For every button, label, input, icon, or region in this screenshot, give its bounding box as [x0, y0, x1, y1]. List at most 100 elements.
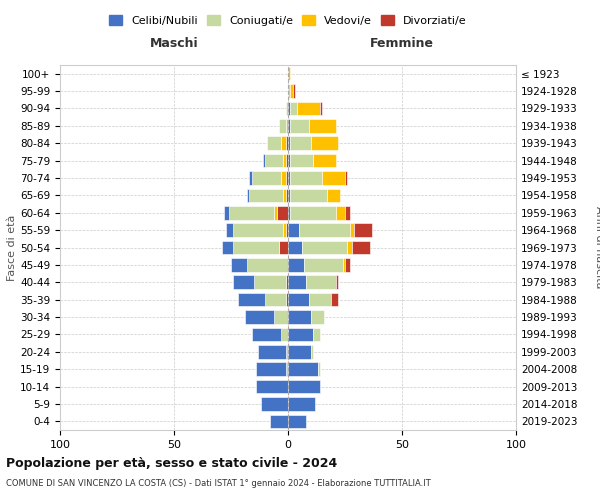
Bar [254, 276, 286, 289]
Bar [288, 119, 290, 132]
Bar [259, 345, 286, 358]
Bar [277, 206, 288, 220]
Bar [286, 345, 288, 358]
Bar [249, 171, 251, 185]
Bar [286, 136, 288, 150]
Bar [283, 154, 286, 168]
Bar [281, 171, 286, 185]
Bar [313, 328, 320, 341]
Bar [290, 84, 293, 98]
Bar [320, 102, 322, 115]
Bar [251, 171, 281, 185]
Bar [290, 136, 311, 150]
Bar [311, 136, 338, 150]
Bar [290, 102, 297, 115]
Bar [288, 397, 316, 410]
Y-axis label: Fasce di età: Fasce di età [7, 214, 17, 280]
Bar [286, 276, 288, 289]
Text: Femmine: Femmine [370, 38, 434, 51]
Text: Maschi: Maschi [149, 38, 199, 51]
Bar [281, 328, 288, 341]
Bar [224, 206, 229, 220]
Bar [286, 171, 288, 185]
Bar [288, 310, 311, 324]
Bar [283, 224, 286, 237]
Bar [297, 102, 320, 115]
Bar [345, 206, 350, 220]
Bar [313, 154, 336, 168]
Bar [222, 240, 233, 254]
Bar [286, 188, 288, 202]
Bar [286, 362, 288, 376]
Text: Popolazione per età, sesso e stato civile - 2024: Popolazione per età, sesso e stato civil… [6, 458, 337, 470]
Y-axis label: Anni di nascita: Anni di nascita [594, 206, 600, 289]
Bar [286, 119, 288, 132]
Bar [279, 119, 286, 132]
Bar [288, 380, 320, 394]
Bar [245, 310, 274, 324]
Bar [281, 136, 286, 150]
Bar [288, 188, 290, 202]
Bar [286, 293, 288, 306]
Bar [247, 188, 249, 202]
Bar [274, 206, 277, 220]
Bar [288, 102, 290, 115]
Bar [283, 188, 286, 202]
Bar [238, 293, 265, 306]
Bar [286, 154, 288, 168]
Bar [288, 414, 306, 428]
Bar [290, 171, 322, 185]
Bar [311, 310, 325, 324]
Bar [249, 188, 283, 202]
Bar [286, 224, 288, 237]
Bar [345, 171, 347, 185]
Bar [279, 240, 288, 254]
Bar [322, 171, 345, 185]
Bar [306, 276, 336, 289]
Bar [352, 240, 370, 254]
Bar [290, 188, 327, 202]
Bar [343, 258, 345, 272]
Bar [256, 380, 288, 394]
Bar [288, 206, 290, 220]
Bar [293, 84, 295, 98]
Bar [288, 276, 306, 289]
Bar [299, 224, 350, 237]
Bar [288, 154, 290, 168]
Bar [260, 397, 288, 410]
Bar [345, 258, 350, 272]
Bar [354, 224, 373, 237]
Bar [265, 154, 283, 168]
Bar [233, 224, 283, 237]
Bar [288, 136, 290, 150]
Legend: Celibi/Nubili, Coniugati/e, Vedovi/e, Divorziati/e: Celibi/Nubili, Coniugati/e, Vedovi/e, Di… [106, 12, 470, 29]
Bar [308, 119, 336, 132]
Bar [288, 84, 290, 98]
Bar [288, 258, 304, 272]
Bar [304, 258, 343, 272]
Bar [233, 240, 279, 254]
Bar [270, 414, 288, 428]
Bar [288, 67, 290, 80]
Bar [288, 293, 308, 306]
Bar [226, 224, 233, 237]
Bar [327, 188, 340, 202]
Text: COMUNE DI SAN VINCENZO LA COSTA (CS) - Dati ISTAT 1° gennaio 2024 - Elaborazione: COMUNE DI SAN VINCENZO LA COSTA (CS) - D… [6, 479, 431, 488]
Bar [233, 276, 254, 289]
Bar [268, 136, 281, 150]
Bar [265, 293, 286, 306]
Bar [350, 224, 354, 237]
Bar [331, 293, 338, 306]
Bar [288, 328, 313, 341]
Bar [302, 240, 347, 254]
Bar [336, 206, 345, 220]
Bar [290, 206, 336, 220]
Bar [308, 293, 331, 306]
Bar [229, 206, 274, 220]
Bar [286, 102, 288, 115]
Bar [290, 154, 313, 168]
Bar [288, 224, 299, 237]
Bar [274, 310, 288, 324]
Bar [311, 345, 313, 358]
Bar [288, 345, 311, 358]
